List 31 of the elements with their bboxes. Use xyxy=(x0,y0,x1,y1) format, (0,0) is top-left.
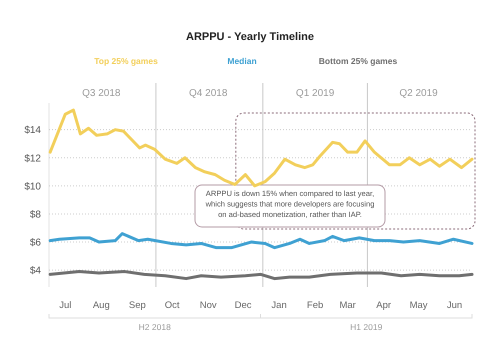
y-tick-label: $14 xyxy=(24,125,42,136)
x-tick-label: Apr xyxy=(376,300,392,311)
y-tick-label: $8 xyxy=(30,209,42,220)
y-tick-label: $6 xyxy=(30,238,42,249)
x-tick-label: Sep xyxy=(128,300,146,311)
line-series xyxy=(48,108,474,188)
text: Top 25% games xyxy=(94,56,158,66)
text: H2 2018 xyxy=(138,322,172,332)
x2-tick-label: Q3 2018 xyxy=(82,88,121,99)
x-tick-label: Jan xyxy=(271,300,287,311)
x-tick-label: Dec xyxy=(234,300,252,311)
text: Median xyxy=(227,56,257,66)
y-tick-label: $12 xyxy=(24,153,42,164)
chart-title: ARPPU - Yearly Timeline xyxy=(186,31,314,43)
text: Bottom 25% games xyxy=(318,56,398,66)
line-series xyxy=(48,270,474,280)
x2-tick-label: Q4 2018 xyxy=(189,88,228,99)
x-tick-label: Oct xyxy=(164,300,180,311)
x-tick-label: Nov xyxy=(200,300,217,311)
text: H1 2019 xyxy=(350,322,383,332)
line-series xyxy=(48,232,474,250)
x2-tick-label: Q1 2019 xyxy=(296,88,335,99)
y-tick-label: $10 xyxy=(24,181,42,192)
x-tick-label: Jul xyxy=(59,300,72,311)
x-tick-label: Feb xyxy=(306,300,324,311)
x-tick-label: Jun xyxy=(446,300,462,311)
x-tick-label: Mar xyxy=(339,300,356,311)
y-tick-label: $4 xyxy=(30,266,42,277)
x-tick-label: Aug xyxy=(92,300,110,311)
x-tick-label: May xyxy=(410,300,428,311)
x2-tick-label: Q2 2019 xyxy=(399,88,438,99)
